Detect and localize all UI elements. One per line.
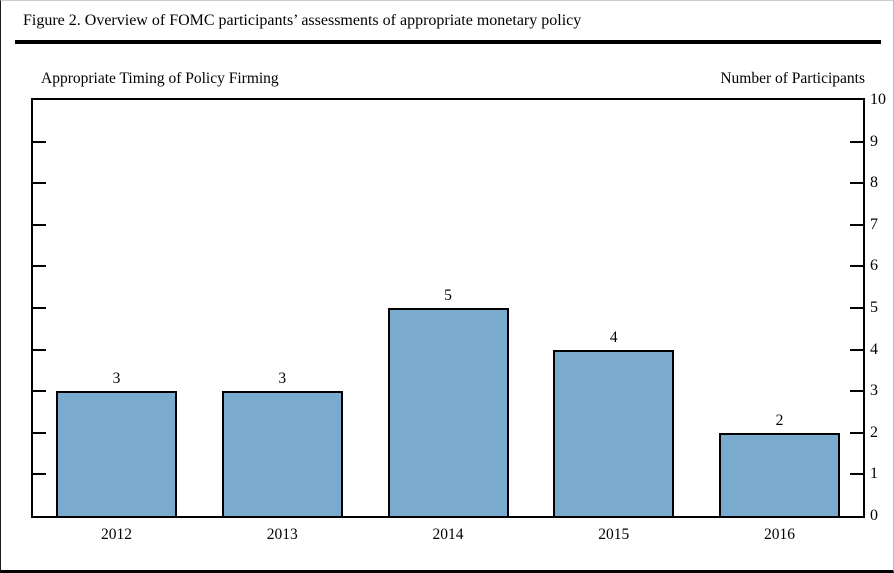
bar-2012 [56,391,177,516]
y-tick-label: 2 [870,424,878,441]
y-tick-label: 4 [870,341,878,358]
y-tick-label: 0 [870,507,878,524]
y-tick-right [850,473,863,475]
x-tick-label: 2015 [598,526,630,543]
y-tick-left [33,224,46,226]
x-tick-label: 2012 [101,526,132,543]
bar-value-label: 5 [444,287,452,304]
y-tick-right [850,141,863,143]
y-tick-label: 1 [870,465,878,482]
y-tick-label: 3 [870,382,878,399]
figure-title: Figure 2. Overview of FOMC participants’… [23,12,582,29]
y-tick-left [33,349,46,351]
y-tick-right [850,390,863,392]
y-tick-left [33,432,46,434]
y-tick-label: 5 [870,299,878,316]
y-tick-right [850,432,863,434]
y-tick-label: 6 [870,257,878,274]
bar-2015 [553,350,675,516]
y-tick-left [33,265,46,267]
x-tick-label: 2013 [266,526,298,543]
y-tick-right [850,349,863,351]
bar-value-label: 4 [609,329,618,346]
y-tick-right [850,307,863,309]
y-tick-label: 9 [870,133,878,150]
y-tick-right [850,224,863,226]
y-tick-right [850,182,863,184]
y-tick-left [33,473,46,475]
y-tick-left [33,182,46,184]
bar-2014 [387,308,509,516]
bar-value-label: 3 [112,370,121,387]
x-tick-label: 2016 [764,526,795,543]
y-tick-right [850,265,863,267]
bar-2016 [719,433,840,516]
bar-value-label: 2 [775,412,784,429]
plot-area: 3 3 5 4 2 [31,98,865,518]
y-tick-left [33,141,46,143]
y-tick-label: 7 [870,216,878,233]
x-tick-label: 2014 [432,526,464,543]
y-tick-left [33,390,46,392]
bar-2013 [221,391,343,516]
title-rule [15,40,881,44]
y-tick-left [33,307,46,309]
y-axis-title: Number of Participants [720,70,865,87]
bar-value-label: 3 [278,370,287,387]
y-tick-label: 10 [870,91,886,108]
chart-subtitle: Appropriate Timing of Policy Firming [41,70,279,87]
y-tick-label: 8 [870,174,878,191]
